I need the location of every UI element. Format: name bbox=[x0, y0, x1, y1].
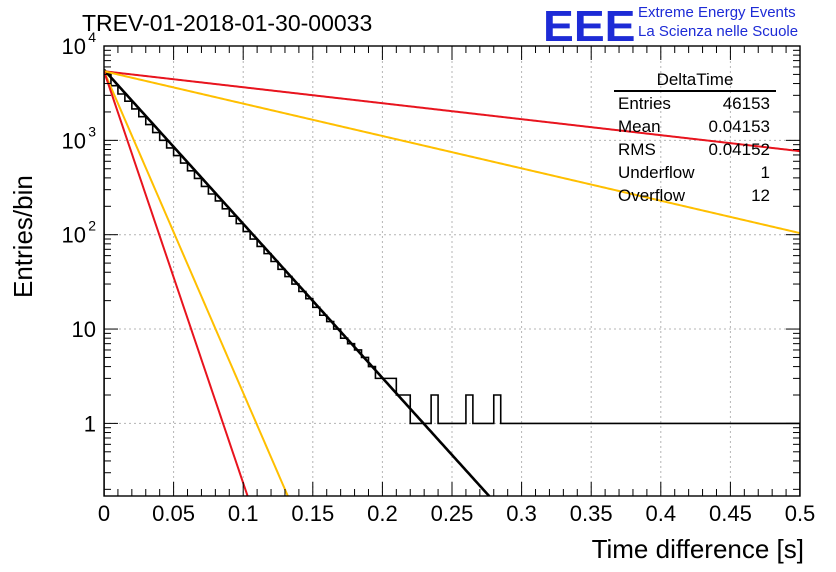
stats-label: Overflow bbox=[618, 186, 686, 205]
y-tick-label: 10 bbox=[62, 223, 86, 248]
x-tick-label: 0.5 bbox=[785, 501, 816, 526]
fit-curve bbox=[104, 70, 800, 153]
y-axis-label: Entries/bin bbox=[8, 175, 38, 298]
plot-title: TREV-01-2018-01-30-00033 bbox=[82, 10, 373, 36]
stats-label: Underflow bbox=[618, 163, 695, 182]
stats-value: 0.04153 bbox=[708, 117, 770, 136]
x-tick-label: 0.3 bbox=[506, 501, 537, 526]
x-axis-label: Time difference [s] bbox=[591, 534, 804, 564]
stats-row-underflow: Underflow 1 bbox=[612, 161, 778, 184]
x-tick-label: 0.2 bbox=[367, 501, 398, 526]
y-tick-exponent: 2 bbox=[88, 218, 96, 234]
eee-logo-line1: Extreme Energy Events bbox=[638, 4, 796, 21]
y-tick-label: 10 bbox=[62, 128, 86, 153]
y-tick-exponent: 3 bbox=[88, 123, 96, 139]
stats-label: Mean bbox=[618, 117, 661, 136]
x-tick-label: 0 bbox=[98, 501, 110, 526]
stats-title: DeltaTime bbox=[656, 70, 734, 89]
y-tick-exponent: 4 bbox=[88, 29, 96, 45]
x-tick-label: 0.05 bbox=[152, 501, 195, 526]
stats-row-mean: Mean 0.04153 bbox=[612, 115, 778, 138]
x-tick-label: 0.25 bbox=[431, 501, 474, 526]
y-tick-label: 10 bbox=[72, 317, 96, 342]
x-tick-label: 0.4 bbox=[646, 501, 677, 526]
fit-curve bbox=[104, 70, 289, 496]
stats-value: 46153 bbox=[722, 94, 770, 113]
stats-box: DeltaTime Entries 46153 Mean 0.04153 RMS… bbox=[612, 70, 778, 210]
stats-divider bbox=[614, 90, 776, 92]
y-tick-label: 10 bbox=[62, 34, 86, 59]
stats-label: RMS bbox=[618, 140, 656, 159]
stats-label: Entries bbox=[618, 94, 671, 113]
x-tick-label: 0.35 bbox=[570, 501, 613, 526]
x-tick-label: 0.45 bbox=[709, 501, 752, 526]
stats-value: 0.04152 bbox=[708, 140, 770, 159]
stats-value: 1 bbox=[760, 163, 770, 182]
stats-row-overflow: Overflow 12 bbox=[612, 184, 778, 207]
y-tick-label: 1 bbox=[84, 411, 96, 436]
eee-logo-line2: La Scienza nelle Scuole bbox=[638, 23, 799, 40]
fit-curve bbox=[104, 70, 800, 235]
stats-value: 12 bbox=[751, 186, 770, 205]
fit-curve bbox=[104, 70, 249, 496]
x-tick-label: 0.15 bbox=[291, 501, 334, 526]
stats-row-entries: Entries 46153 bbox=[612, 92, 778, 115]
x-tick-label: 0.1 bbox=[228, 501, 259, 526]
stats-row-rms: RMS 0.04152 bbox=[612, 138, 778, 161]
eee-logo: EEE bbox=[543, 2, 636, 51]
fit-curve bbox=[104, 68, 491, 496]
